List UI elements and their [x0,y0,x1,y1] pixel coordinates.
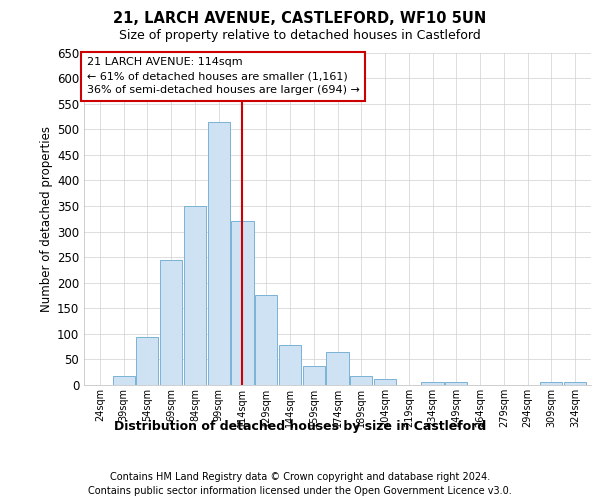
Bar [208,122,230,385]
Bar [326,352,349,385]
Bar [350,376,373,385]
Bar [421,382,443,385]
Bar [564,382,586,385]
Bar [160,260,182,385]
Text: Distribution of detached houses by size in Castleford: Distribution of detached houses by size … [114,420,486,433]
Y-axis label: Number of detached properties: Number of detached properties [40,126,53,312]
Bar [113,376,135,385]
Text: 21, LARCH AVENUE, CASTLEFORD, WF10 5UN: 21, LARCH AVENUE, CASTLEFORD, WF10 5UN [113,11,487,26]
Bar [232,222,254,385]
Bar [302,366,325,385]
Bar [136,338,158,385]
Bar [255,296,277,385]
Bar [445,382,467,385]
Bar [184,206,206,385]
Text: Contains public sector information licensed under the Open Government Licence v3: Contains public sector information licen… [88,486,512,496]
Text: Contains HM Land Registry data © Crown copyright and database right 2024.: Contains HM Land Registry data © Crown c… [110,472,490,482]
Text: 21 LARCH AVENUE: 114sqm
← 61% of detached houses are smaller (1,161)
36% of semi: 21 LARCH AVENUE: 114sqm ← 61% of detache… [86,58,359,96]
Bar [374,379,396,385]
Bar [541,382,562,385]
Text: Size of property relative to detached houses in Castleford: Size of property relative to detached ho… [119,29,481,42]
Bar [279,345,301,385]
